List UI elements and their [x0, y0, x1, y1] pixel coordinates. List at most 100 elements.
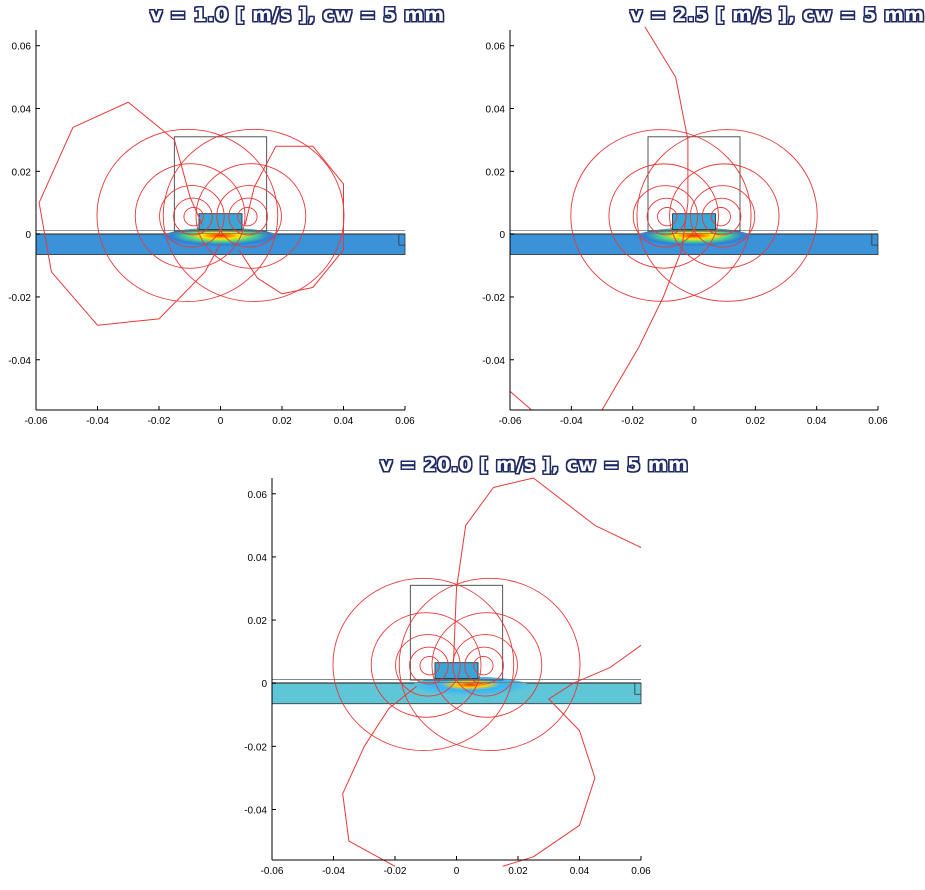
- x-tick-label: -0.04: [86, 416, 109, 427]
- field-contour: [183, 207, 204, 227]
- x-tick-label: 0.04: [570, 866, 590, 877]
- field-contour: [159, 185, 225, 248]
- x-tick: -0.06: [25, 406, 48, 427]
- x-tick: -0.04: [86, 406, 109, 427]
- magnet: [434, 662, 479, 679]
- x-tick-label: 0: [218, 416, 224, 427]
- field-contour: [689, 185, 756, 248]
- field-line: [38, 101, 221, 326]
- x-tick-label: -0.02: [621, 416, 644, 427]
- y-tick-label: 0.02: [248, 616, 268, 627]
- y-tick-label: 0.06: [12, 42, 32, 53]
- panel-title: v = 20.0 [ m/s ], cw = 5 mm: [380, 454, 689, 476]
- x-tick-label: -0.02: [148, 416, 171, 427]
- x-tick-label: -0.06: [261, 866, 284, 877]
- x-tick-label: 0.02: [746, 416, 766, 427]
- contour-panel-v20: v = 20.0 [ m/s ], cw = 5 mm -0.06 -0.04 -0…: [235, 448, 695, 885]
- contour-panel-v2-5: v = 2.5 [ m/s ], cw = 5 mm -0.06 -0.04 -0.…: [470, 0, 925, 440]
- y-tick: 0: [25, 230, 40, 241]
- y-tick-label: 0.04: [248, 553, 268, 564]
- field-contour: [398, 577, 581, 751]
- field-contour: [608, 163, 719, 269]
- contour-plot: -0.06 -0.04 -0.02 0 0.02 0.04 0.06 0.06 0.04 0.02…: [8, 30, 415, 427]
- x-tick: 0.02: [746, 406, 766, 427]
- x-tick: -0.02: [148, 406, 171, 427]
- field-contour: [216, 185, 282, 248]
- field-contour: [710, 207, 731, 227]
- field-line: [238, 145, 344, 295]
- x-tick-label: 0.06: [868, 416, 888, 427]
- y-tick-label: 0.06: [486, 42, 506, 53]
- y-tick-label: -0.02: [8, 293, 31, 304]
- x-tick: -0.02: [621, 406, 644, 427]
- field-contour: [701, 197, 742, 236]
- x-tick: -0.02: [384, 856, 407, 877]
- field-contour: [409, 646, 449, 685]
- y-tick-label: -0.04: [244, 805, 267, 816]
- x-tick: -0.04: [560, 406, 583, 427]
- x-tick-label: 0.04: [334, 416, 354, 427]
- x-tick: 0.02: [272, 406, 292, 427]
- x-tick: 0: [454, 856, 460, 877]
- y-tick: 0.04: [12, 105, 40, 116]
- field-contour: [473, 656, 494, 676]
- field-contour: [632, 185, 699, 248]
- y-tick: 0.02: [12, 167, 40, 178]
- field-contour: [332, 577, 515, 751]
- contour-panel-v1: v = 1.0 [ m/s ], cw = 5 mm -0.06 -0.04 -0.…: [0, 0, 460, 440]
- y-tick: -0.02: [482, 293, 514, 304]
- field-contour: [570, 129, 752, 302]
- y-tick: -0.02: [8, 293, 40, 304]
- y-tick: 0.06: [12, 42, 40, 53]
- y-tick: 0.06: [248, 490, 276, 501]
- field-contour: [669, 163, 780, 269]
- x-tick: 0.06: [395, 406, 415, 427]
- y-tick-label: 0.02: [486, 167, 506, 178]
- y-tick: 0.06: [486, 42, 514, 53]
- x-tick-label: -0.06: [25, 416, 48, 427]
- y-tick: 0.02: [248, 616, 276, 627]
- field-contour: [228, 197, 268, 236]
- y-tick: 0.02: [486, 167, 514, 178]
- x-tick: 0.02: [508, 856, 528, 877]
- x-tick: -0.06: [499, 406, 522, 427]
- x-tick: 0: [691, 406, 697, 427]
- field-contour: [173, 197, 213, 236]
- x-tick-label: 0.02: [272, 416, 292, 427]
- plate-notch: [871, 234, 878, 246]
- y-tick: -0.04: [482, 356, 514, 367]
- x-tick-label: -0.04: [322, 866, 345, 877]
- x-tick-label: -0.04: [560, 416, 583, 427]
- y-tick-label: 0: [25, 230, 31, 241]
- field-contour: [452, 634, 518, 697]
- panel-title: v = 2.5 [ m/s ], cw = 5 mm: [630, 4, 925, 26]
- field-contour: [464, 646, 504, 685]
- field-contour: [431, 612, 543, 718]
- x-tick-label: 0.06: [631, 866, 651, 877]
- field-contour: [237, 207, 258, 227]
- x-tick-label: 0.04: [807, 416, 827, 427]
- y-tick-label: 0: [261, 679, 267, 690]
- x-tick-label: 0: [454, 866, 460, 877]
- x-tick: 0.04: [570, 856, 590, 877]
- field-contour: [134, 163, 246, 269]
- x-tick-label: 0.06: [395, 416, 415, 427]
- x-tick: 0: [218, 406, 224, 427]
- field-line: [452, 477, 642, 665]
- magnet: [672, 213, 716, 230]
- y-tick: -0.02: [244, 742, 276, 753]
- y-tick-label: 0.04: [486, 105, 506, 116]
- y-tick-label: 0: [499, 230, 505, 241]
- field-line: [509, 390, 532, 411]
- y-tick: 0.04: [248, 553, 276, 564]
- contour-plot: -0.06 -0.04 -0.02 0 0.02 0.04 0.06 0.06 0.04 0.02…: [482, 26, 888, 427]
- y-tick: 0.04: [486, 105, 514, 116]
- y-tick-label: -0.02: [244, 742, 267, 753]
- plate-notch: [634, 683, 641, 695]
- plate-notch: [398, 234, 405, 246]
- y-tick-label: 0.06: [248, 490, 268, 501]
- x-tick: -0.06: [261, 856, 284, 877]
- y-tick-label: 0.04: [12, 105, 32, 116]
- field-contour: [419, 656, 440, 676]
- y-tick-label: -0.04: [8, 356, 31, 367]
